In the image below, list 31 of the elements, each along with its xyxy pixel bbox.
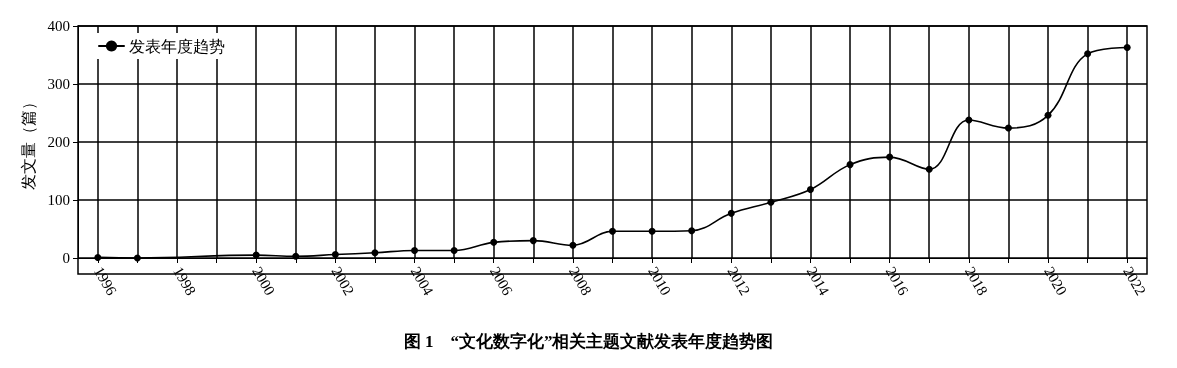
point <box>609 227 616 235</box>
point <box>886 153 894 161</box>
point <box>331 251 339 259</box>
point <box>569 241 577 249</box>
point <box>529 237 537 245</box>
y-tick-label: 200 <box>47 134 70 150</box>
point <box>490 238 498 246</box>
point <box>371 249 379 257</box>
point <box>965 116 973 124</box>
y-tick-label: 100 <box>47 192 70 208</box>
point <box>1044 111 1052 119</box>
y-tick-label: 0 <box>62 250 70 266</box>
point <box>292 252 300 260</box>
point <box>688 227 696 235</box>
legend-label: 发表年度趋势 <box>129 37 225 55</box>
point <box>806 186 814 194</box>
point <box>1084 50 1092 58</box>
caption: 图 1 “文化数字化”相关主题文献发表年度趋势图 <box>403 332 774 351</box>
point <box>1004 124 1012 132</box>
point <box>727 209 735 217</box>
point <box>846 161 854 169</box>
point <box>252 251 260 259</box>
point <box>925 165 933 173</box>
point <box>648 227 656 235</box>
point <box>767 198 775 206</box>
y-axis-title: 发文量（篇） <box>20 94 38 190</box>
point <box>450 246 458 254</box>
y-tick-label: 400 <box>47 18 70 34</box>
point <box>411 246 419 254</box>
point <box>1123 43 1131 51</box>
y-tick-label: 300 <box>47 76 70 92</box>
